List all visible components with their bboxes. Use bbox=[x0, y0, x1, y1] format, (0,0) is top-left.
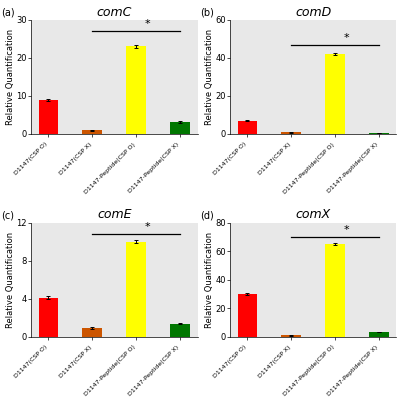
Text: (d): (d) bbox=[200, 210, 213, 220]
Bar bbox=[237, 294, 257, 337]
Bar bbox=[82, 328, 102, 337]
Bar bbox=[281, 133, 300, 134]
Y-axis label: Relative Quantification: Relative Quantification bbox=[204, 232, 213, 328]
Bar bbox=[281, 335, 300, 337]
Text: *: * bbox=[144, 222, 150, 232]
Y-axis label: Relative Quantification: Relative Quantification bbox=[6, 29, 15, 125]
Y-axis label: Relative Quantification: Relative Quantification bbox=[6, 232, 15, 328]
Bar bbox=[368, 332, 388, 337]
Bar bbox=[126, 46, 146, 134]
Title: comC: comC bbox=[96, 6, 132, 19]
Text: (c): (c) bbox=[1, 210, 14, 220]
Bar bbox=[82, 130, 102, 134]
Text: (a): (a) bbox=[1, 7, 15, 17]
Bar bbox=[237, 120, 257, 134]
Y-axis label: Relative Quantification: Relative Quantification bbox=[204, 29, 213, 125]
Text: *: * bbox=[144, 19, 150, 29]
Bar bbox=[324, 244, 344, 337]
Bar bbox=[126, 242, 146, 337]
Text: *: * bbox=[342, 225, 348, 235]
Bar bbox=[324, 54, 344, 134]
Bar bbox=[38, 298, 58, 337]
Bar bbox=[170, 122, 190, 134]
Title: comD: comD bbox=[294, 6, 330, 19]
Bar bbox=[38, 100, 58, 134]
Bar bbox=[368, 133, 388, 134]
Text: *: * bbox=[342, 33, 348, 43]
Text: (b): (b) bbox=[200, 7, 213, 17]
Title: comX: comX bbox=[295, 208, 330, 221]
Title: comE: comE bbox=[97, 208, 131, 221]
Bar bbox=[170, 324, 190, 337]
